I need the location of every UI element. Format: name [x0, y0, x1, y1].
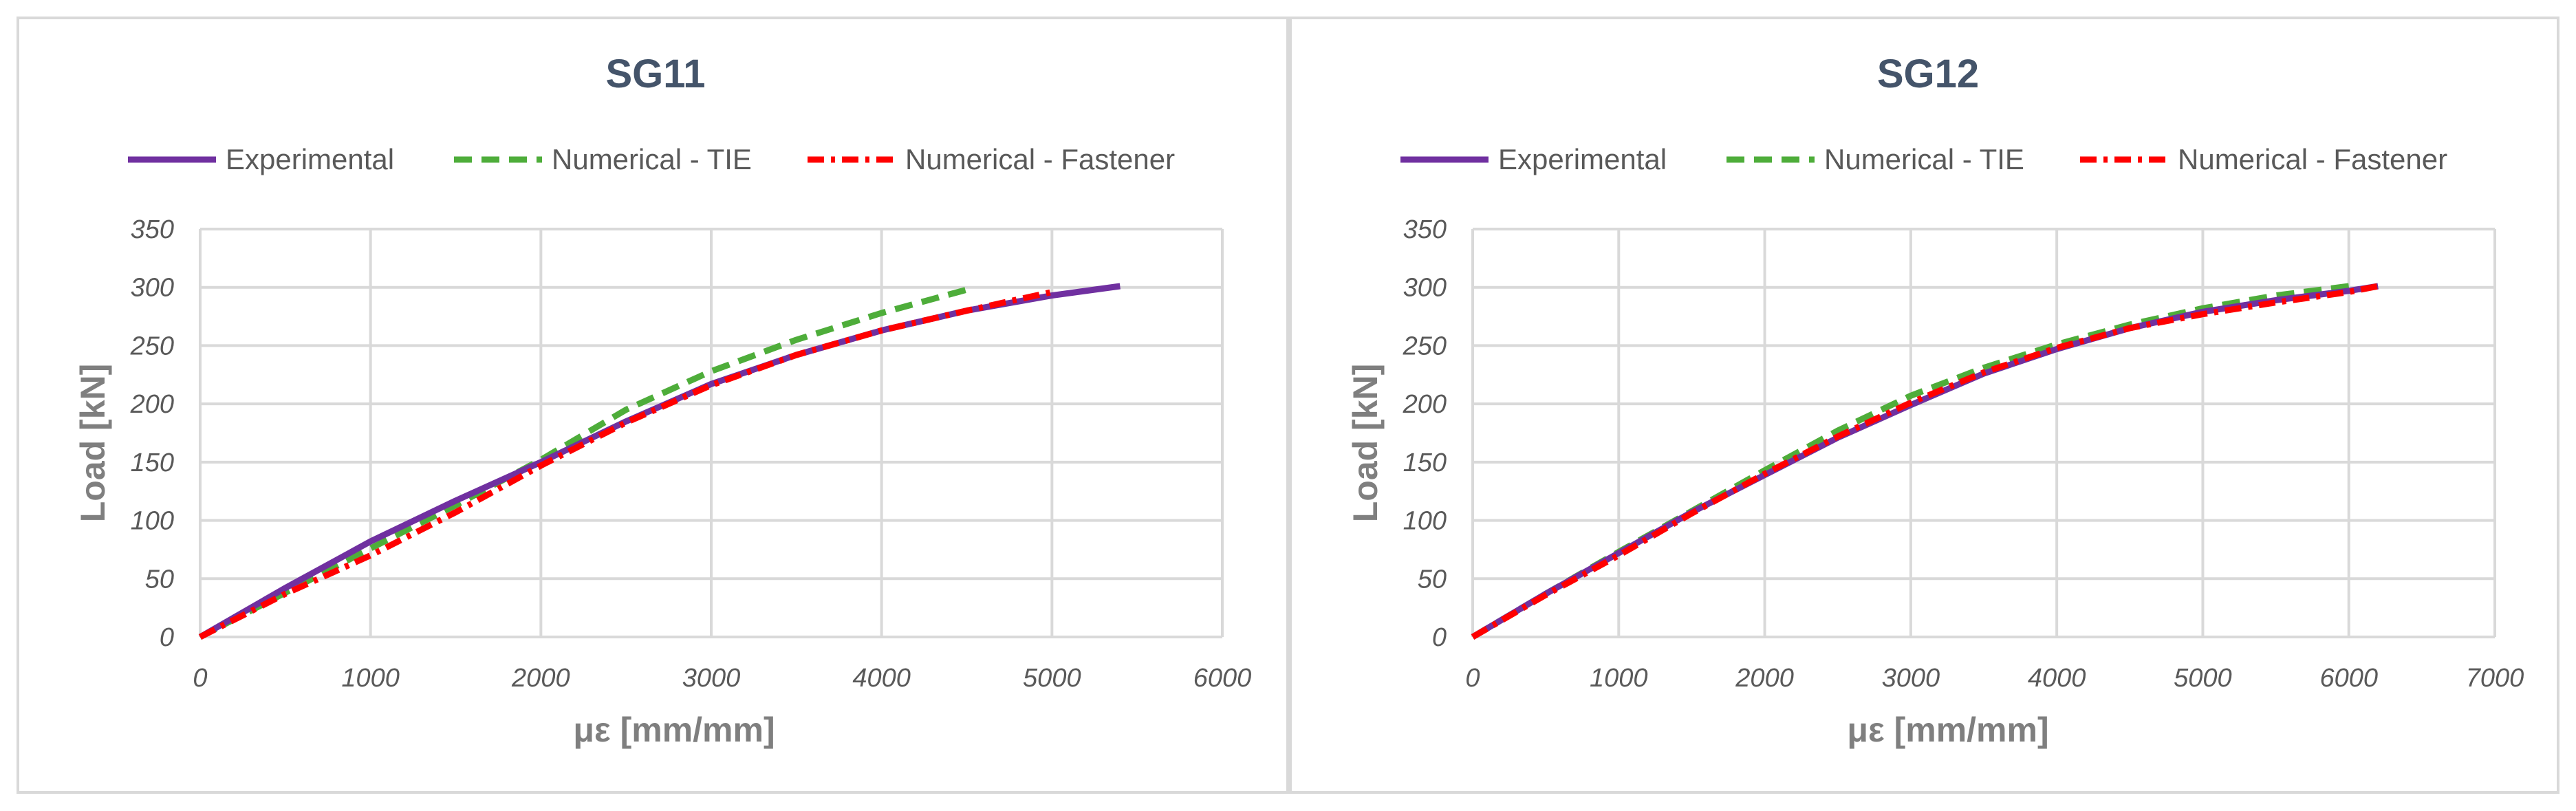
series-line-numerical-tie — [198, 286, 968, 640]
x-axis-label: με [mm/mm] — [573, 711, 775, 749]
chart-sg12: SG12 Experimental Numerical - TIE Numeri… — [1346, 52, 2524, 749]
y-tick-label: 300 — [1403, 274, 1447, 303]
x-tick-label: 2000 — [511, 664, 570, 693]
series-line-numerical-fastener — [1471, 283, 2379, 640]
chart-title: SG12 — [1877, 52, 1979, 96]
chart-title: SG11 — [605, 52, 705, 96]
x-tick-label: 4000 — [852, 664, 911, 693]
legend: Experimental Numerical - TIE Numerical -… — [128, 143, 1175, 175]
plot-grid — [1471, 228, 2496, 638]
y-tick-label: 0 — [1432, 623, 1447, 652]
legend-label-experimental: Experimental — [1498, 143, 1667, 175]
legend-label-fastener: Numerical - Fastener — [2178, 143, 2447, 175]
x-tick-label: 3000 — [1882, 664, 1940, 693]
series-line-numerical-fastener — [198, 289, 1053, 640]
plot-grid — [199, 228, 1224, 638]
y-tick-label: 200 — [1403, 390, 1447, 419]
y-tick-label: 150 — [131, 448, 174, 477]
y-tick-label: 100 — [131, 507, 174, 536]
y-tick-label: 0 — [160, 623, 174, 652]
x-tick-label: 3000 — [682, 664, 741, 693]
y-axis-label: Load [kN] — [74, 364, 112, 523]
x-tick-label: 2000 — [1735, 664, 1794, 693]
x-tick-label: 5000 — [2174, 664, 2232, 693]
chart-panel-sg12: SG12 Experimental Numerical - TIE Numeri… — [1289, 17, 2559, 794]
x-tick-label: 0 — [193, 664, 207, 693]
x-tick-label: 1000 — [341, 664, 400, 693]
x-tick-label: 4000 — [2028, 664, 2086, 693]
plot-series — [198, 283, 1121, 640]
x-tick-labels: 0 1000 2000 3000 4000 5000 6000 — [193, 664, 1251, 693]
x-tick-label: 7000 — [2466, 664, 2524, 693]
y-tick-label: 50 — [145, 565, 174, 594]
x-tick-label: 1000 — [1590, 664, 1648, 693]
x-tick-label: 6000 — [2319, 664, 2378, 693]
legend-label-experimental: Experimental — [226, 143, 394, 175]
y-tick-label: 350 — [1403, 215, 1447, 244]
y-tick-label: 300 — [131, 274, 174, 303]
x-tick-label: 0 — [1465, 664, 1480, 693]
chart-panel-sg11: SG11 Experimental Numerical - TIE Numeri… — [17, 17, 1289, 794]
y-tick-label: 50 — [1418, 565, 1447, 594]
y-tick-label: 250 — [1403, 332, 1447, 360]
x-axis-label: με [mm/mm] — [1847, 711, 2048, 749]
chart-sg11: SG11 Experimental Numerical - TIE Numeri… — [74, 52, 1251, 749]
legend-label-tie: Numerical - TIE — [1824, 143, 2024, 175]
x-tick-label: 5000 — [1023, 664, 1081, 693]
legend-label-fastener: Numerical - Fastener — [905, 143, 1175, 175]
x-tick-labels: 0 1000 2000 3000 4000 5000 6000 7000 — [1465, 664, 2524, 693]
x-tick-label: 6000 — [1193, 664, 1252, 693]
y-tick-labels: 0 50 100 150 200 250 300 350 — [130, 215, 174, 652]
plot-series — [1471, 283, 2379, 640]
y-tick-label: 200 — [130, 390, 174, 419]
y-tick-label: 150 — [1403, 448, 1447, 477]
legend-label-tie: Numerical - TIE — [552, 143, 752, 175]
y-tick-label: 250 — [130, 332, 174, 360]
y-axis-label: Load [kN] — [1346, 364, 1385, 523]
legend: Experimental Numerical - TIE Numerical -… — [1400, 143, 2447, 175]
y-tick-labels: 0 50 100 150 200 250 300 350 — [1403, 215, 1447, 652]
y-tick-label: 100 — [1403, 507, 1447, 536]
y-tick-label: 350 — [131, 215, 174, 244]
